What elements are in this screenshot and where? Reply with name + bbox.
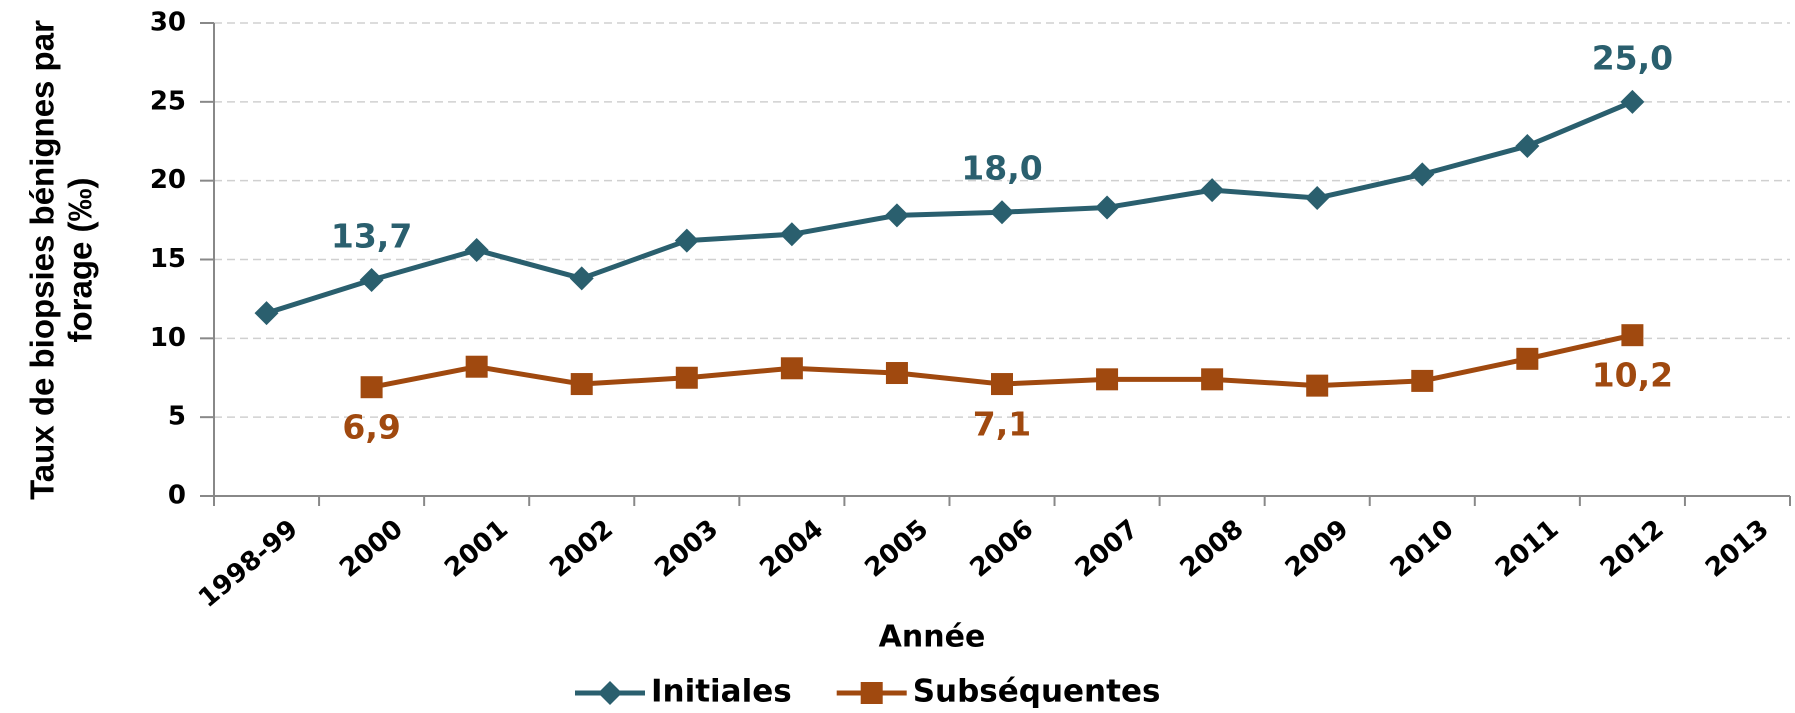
data-point — [570, 373, 593, 396]
x-tick-label: 2005 — [860, 514, 935, 584]
data-point — [254, 301, 279, 326]
y-axis-title: Taux de biopsies bénignes par forage (‰) — [24, 20, 99, 500]
y-tick-label: 10 — [150, 323, 186, 353]
data-point — [885, 362, 908, 385]
data-point — [1305, 186, 1330, 211]
data-point — [1411, 369, 1434, 392]
data-point — [1201, 368, 1224, 391]
data-label: 7,1 — [973, 405, 1031, 444]
data-point — [779, 222, 804, 247]
data-point — [1096, 368, 1119, 391]
x-tick-label: 2011 — [1490, 514, 1565, 584]
y-tick-label: 25 — [150, 86, 186, 116]
data-point — [1410, 162, 1435, 187]
data-point — [359, 267, 384, 292]
data-point — [1516, 347, 1539, 370]
data-label: 6,9 — [342, 408, 400, 447]
legend-marker — [598, 681, 622, 705]
x-tick-label: 2007 — [1070, 514, 1145, 584]
data-point — [1306, 374, 1329, 397]
x-tick-label: 2004 — [754, 514, 829, 584]
data-point — [569, 266, 594, 291]
x-tick-label: 2010 — [1385, 514, 1460, 584]
x-tick-label: 2003 — [649, 514, 724, 584]
y-tick-label: 20 — [150, 165, 186, 195]
y-tick-label: 30 — [150, 8, 186, 38]
y-axis-title-line: forage (‰) — [62, 178, 99, 343]
data-point — [1095, 195, 1120, 220]
data-point — [674, 228, 699, 253]
data-label: 13,7 — [331, 216, 412, 255]
x-tick-label: 2013 — [1700, 514, 1775, 584]
x-tick-label: 2008 — [1175, 514, 1250, 584]
data-point — [465, 355, 488, 378]
data-point — [675, 366, 698, 389]
legend-label: Initiales — [651, 674, 792, 710]
data-point — [780, 357, 803, 380]
data-point — [990, 200, 1014, 225]
y-tick-label: 15 — [150, 244, 186, 274]
x-tick-label: 2006 — [965, 514, 1040, 584]
data-label: 18,0 — [961, 149, 1042, 188]
legend-label: Subséquentes — [913, 674, 1161, 710]
data-label: 10,2 — [1592, 356, 1673, 395]
x-axis-title: Année — [879, 620, 986, 655]
y-tick-label: 5 — [168, 402, 186, 432]
x-tick-label: 2012 — [1595, 514, 1670, 584]
x-tick-label: 2009 — [1280, 514, 1355, 584]
legend-marker — [860, 682, 883, 704]
data-point — [1200, 178, 1225, 203]
data-point — [1621, 324, 1644, 347]
x-tick-label: 2002 — [544, 514, 619, 584]
data-point — [1515, 133, 1540, 158]
data-label: 25,0 — [1592, 38, 1673, 77]
x-tick-label: 2001 — [439, 514, 514, 584]
x-tick-label: 1998-99 — [193, 514, 304, 614]
y-axis-title-line: Taux de biopsies bénignes par — [24, 20, 61, 500]
x-tick-label: 2000 — [334, 514, 409, 584]
data-point — [991, 373, 1013, 396]
data-point — [464, 238, 489, 263]
data-point — [360, 376, 383, 399]
series-line — [265, 99, 1634, 316]
data-point — [884, 203, 909, 228]
y-tick-label: 0 — [168, 481, 186, 511]
data-point — [1620, 89, 1645, 114]
